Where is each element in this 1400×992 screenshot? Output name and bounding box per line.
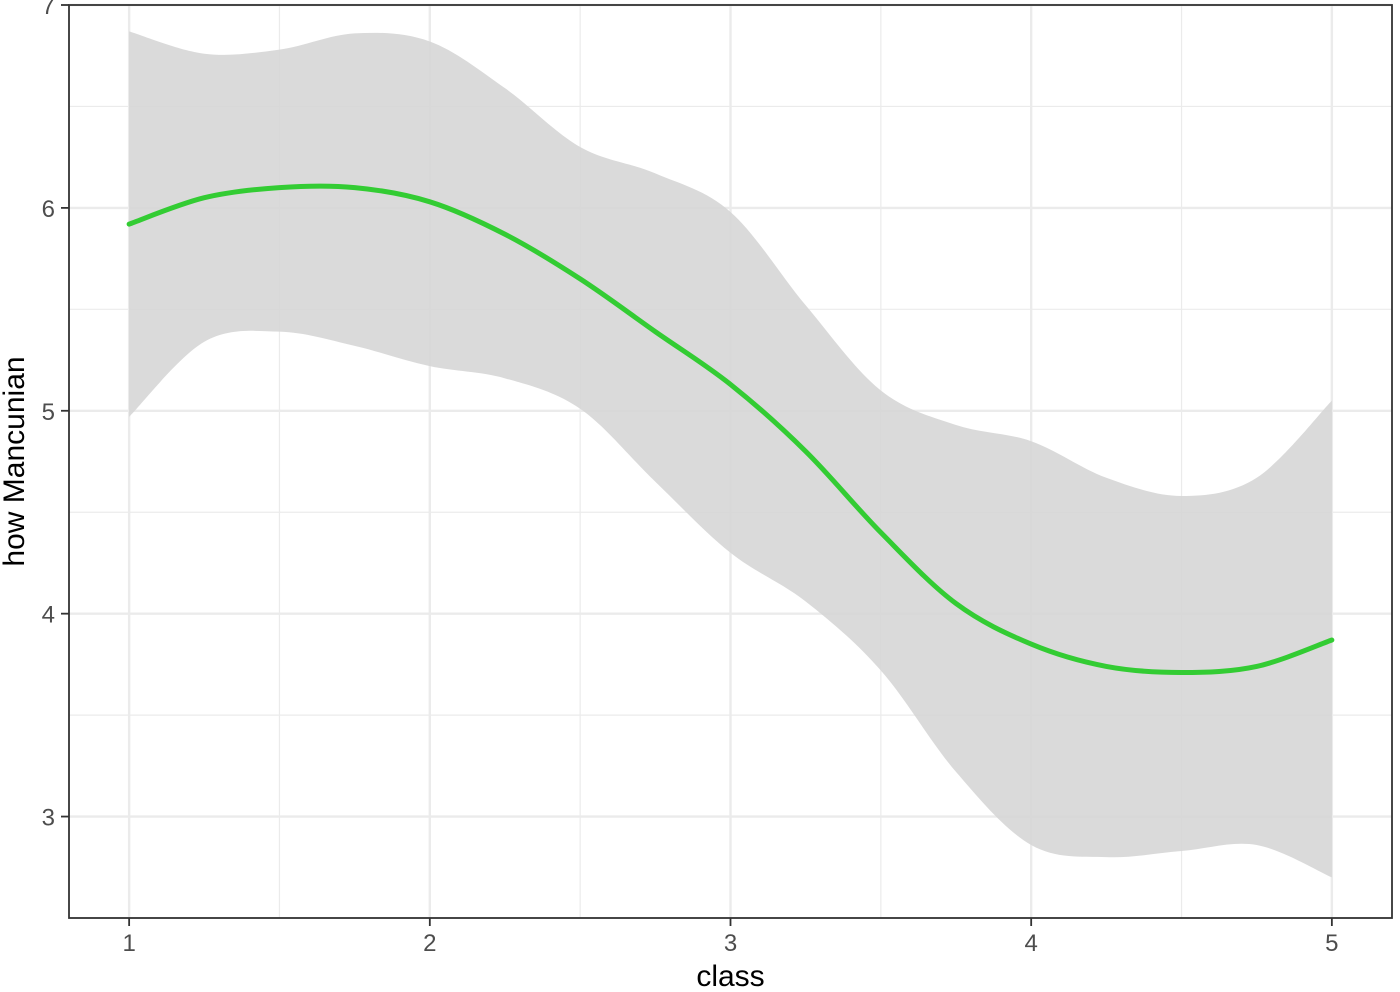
y-axis-ticks: 3 4 5 6 7 <box>42 0 69 832</box>
x-tick-label: 3 <box>724 930 737 957</box>
x-axis-ticks: 1 2 3 4 5 <box>122 918 1339 957</box>
y-tick-label: 3 <box>42 805 55 832</box>
smooth-fit-line <box>126 183 1335 676</box>
x-tick-label: 2 <box>423 930 436 957</box>
y-axis-title: how Mancunian <box>0 356 31 566</box>
x-tick-label: 1 <box>122 930 135 957</box>
x-tick-label: 4 <box>1025 930 1038 957</box>
y-tick-label: 6 <box>42 196 55 223</box>
confidence-ribbon <box>129 31 1332 878</box>
x-tick-label: 5 <box>1325 930 1338 957</box>
y-tick-label: 4 <box>42 602 55 629</box>
y-tick-label: 5 <box>42 399 55 426</box>
y-tick-label: 7 <box>42 0 55 20</box>
x-axis-title: class <box>696 960 764 992</box>
